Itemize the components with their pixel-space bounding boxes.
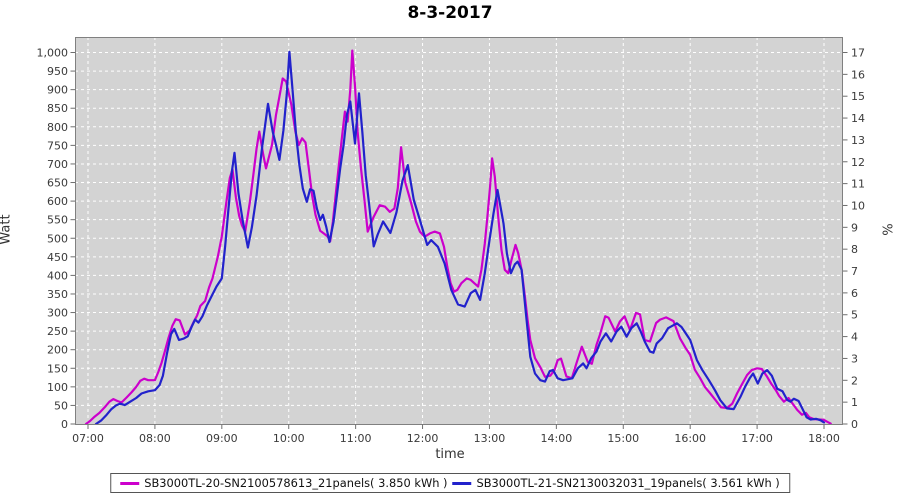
y-axis-left-tick-label: 900	[47, 84, 68, 97]
x-axis-tick-label: 09:00	[206, 432, 238, 445]
y-axis-left-tick-label: 0	[61, 418, 68, 431]
x-axis-label: time	[435, 447, 465, 462]
y-axis-right-tick-label: 16	[851, 68, 865, 81]
y-axis-left-tick-label: 650	[47, 177, 68, 190]
x-axis-tick-label: 12:00	[407, 432, 439, 445]
y-axis-right-tick-label: 10	[851, 199, 865, 212]
y-axis-right-tick-label: 15	[851, 90, 865, 103]
legend-item-series2: SB3000TL-21-SN2130032031_19panels( 3.561…	[452, 476, 780, 490]
legend-label-series1: SB3000TL-20-SN2100578613_21panels( 3.850…	[144, 476, 448, 490]
plot-background	[75, 37, 843, 424]
x-axis-tick-label: 07:00	[72, 432, 104, 445]
legend-item-series1: SB3000TL-20-SN2100578613_21panels( 3.850…	[120, 476, 448, 490]
series-line-blue	[94, 50, 826, 424]
y-axis-left-tick-label: 600	[47, 195, 68, 208]
y-axis-left-tick-label: 200	[47, 344, 68, 357]
y-axis-right-tick-label: 9	[851, 221, 858, 234]
series-lines	[84, 49, 832, 424]
y-axis-right-tick-label: 5	[851, 309, 858, 322]
x-axis-tick-label: 14:00	[541, 432, 573, 445]
x-axis-tick-label: 13:00	[474, 432, 506, 445]
y-axis-left-tick-label: 950	[47, 65, 68, 78]
legend-swatch-series2	[452, 481, 472, 485]
y-axis-left-tick-label: 350	[47, 288, 68, 301]
x-axis-tick-label: 15:00	[607, 432, 639, 445]
y-axis-left-tick-label: 500	[47, 232, 68, 245]
y-axis-left-tick-label: 150	[47, 362, 68, 375]
y-axis-right-tick-label: 3	[851, 352, 858, 365]
chart-title: 8-3-2017	[407, 3, 493, 23]
series-line-magenta	[84, 49, 832, 424]
y-axis-left-tick-label: 550	[47, 214, 68, 227]
y-axis-right-tick-label: 13	[851, 134, 865, 147]
y-axis-right-tick-label: 8	[851, 243, 858, 256]
y-axis-left-tick-label: 250	[47, 325, 68, 338]
y-axis-left-tick-label: 300	[47, 307, 68, 320]
axis-tick-labels: 0501001502002503003504004505005506006507…	[37, 47, 866, 446]
y-axis-right-tick-label: 14	[851, 112, 865, 125]
y-axis-right-tick-label: 1	[851, 396, 858, 409]
y-axis-left-tick-label: 750	[47, 139, 68, 152]
legend-label-series2: SB3000TL-21-SN2130032031_19panels( 3.561…	[476, 476, 780, 490]
x-axis-tick-label: 10:00	[273, 432, 305, 445]
y-axis-left-tick-label: 400	[47, 269, 68, 282]
x-axis-tick-label: 17:00	[741, 432, 773, 445]
plot-border	[75, 37, 843, 425]
y-axis-left-tick-label: 700	[47, 158, 68, 171]
y-axis-left-tick-label: 1,000	[37, 47, 69, 60]
y-axis-left-tick-label: 50	[54, 399, 68, 412]
y-axis-right-tick-label: 7	[851, 265, 858, 278]
y-axis-left-tick-label: 100	[47, 381, 68, 394]
y-axis-right-tick-label: 0	[851, 418, 858, 431]
y-axis-right-tick-label: 11	[851, 178, 865, 191]
x-axis-tick-label: 16:00	[674, 432, 706, 445]
x-axis-tick-label: 18:00	[808, 432, 840, 445]
x-axis-tick-label: 11:00	[340, 432, 372, 445]
x-axis-tick-label: 08:00	[139, 432, 171, 445]
y-axis-right-tick-label: 12	[851, 156, 865, 169]
legend-swatch-series1	[120, 481, 140, 485]
legend: SB3000TL-20-SN2100578613_21panels( 3.850…	[110, 473, 790, 493]
y-axis-right-tick-label: 17	[851, 47, 865, 60]
y-axis-right-tick-label: 6	[851, 287, 858, 300]
axis-ticks	[70, 52, 848, 429]
y-axis-left-tick-label: 850	[47, 102, 68, 115]
y-axis-left-tick-label: 800	[47, 121, 68, 134]
y-axis-right-tick-label: 2	[851, 374, 858, 387]
y-axis-right-tick-label: 4	[851, 331, 858, 344]
y-axis-left-tick-label: 450	[47, 251, 68, 264]
